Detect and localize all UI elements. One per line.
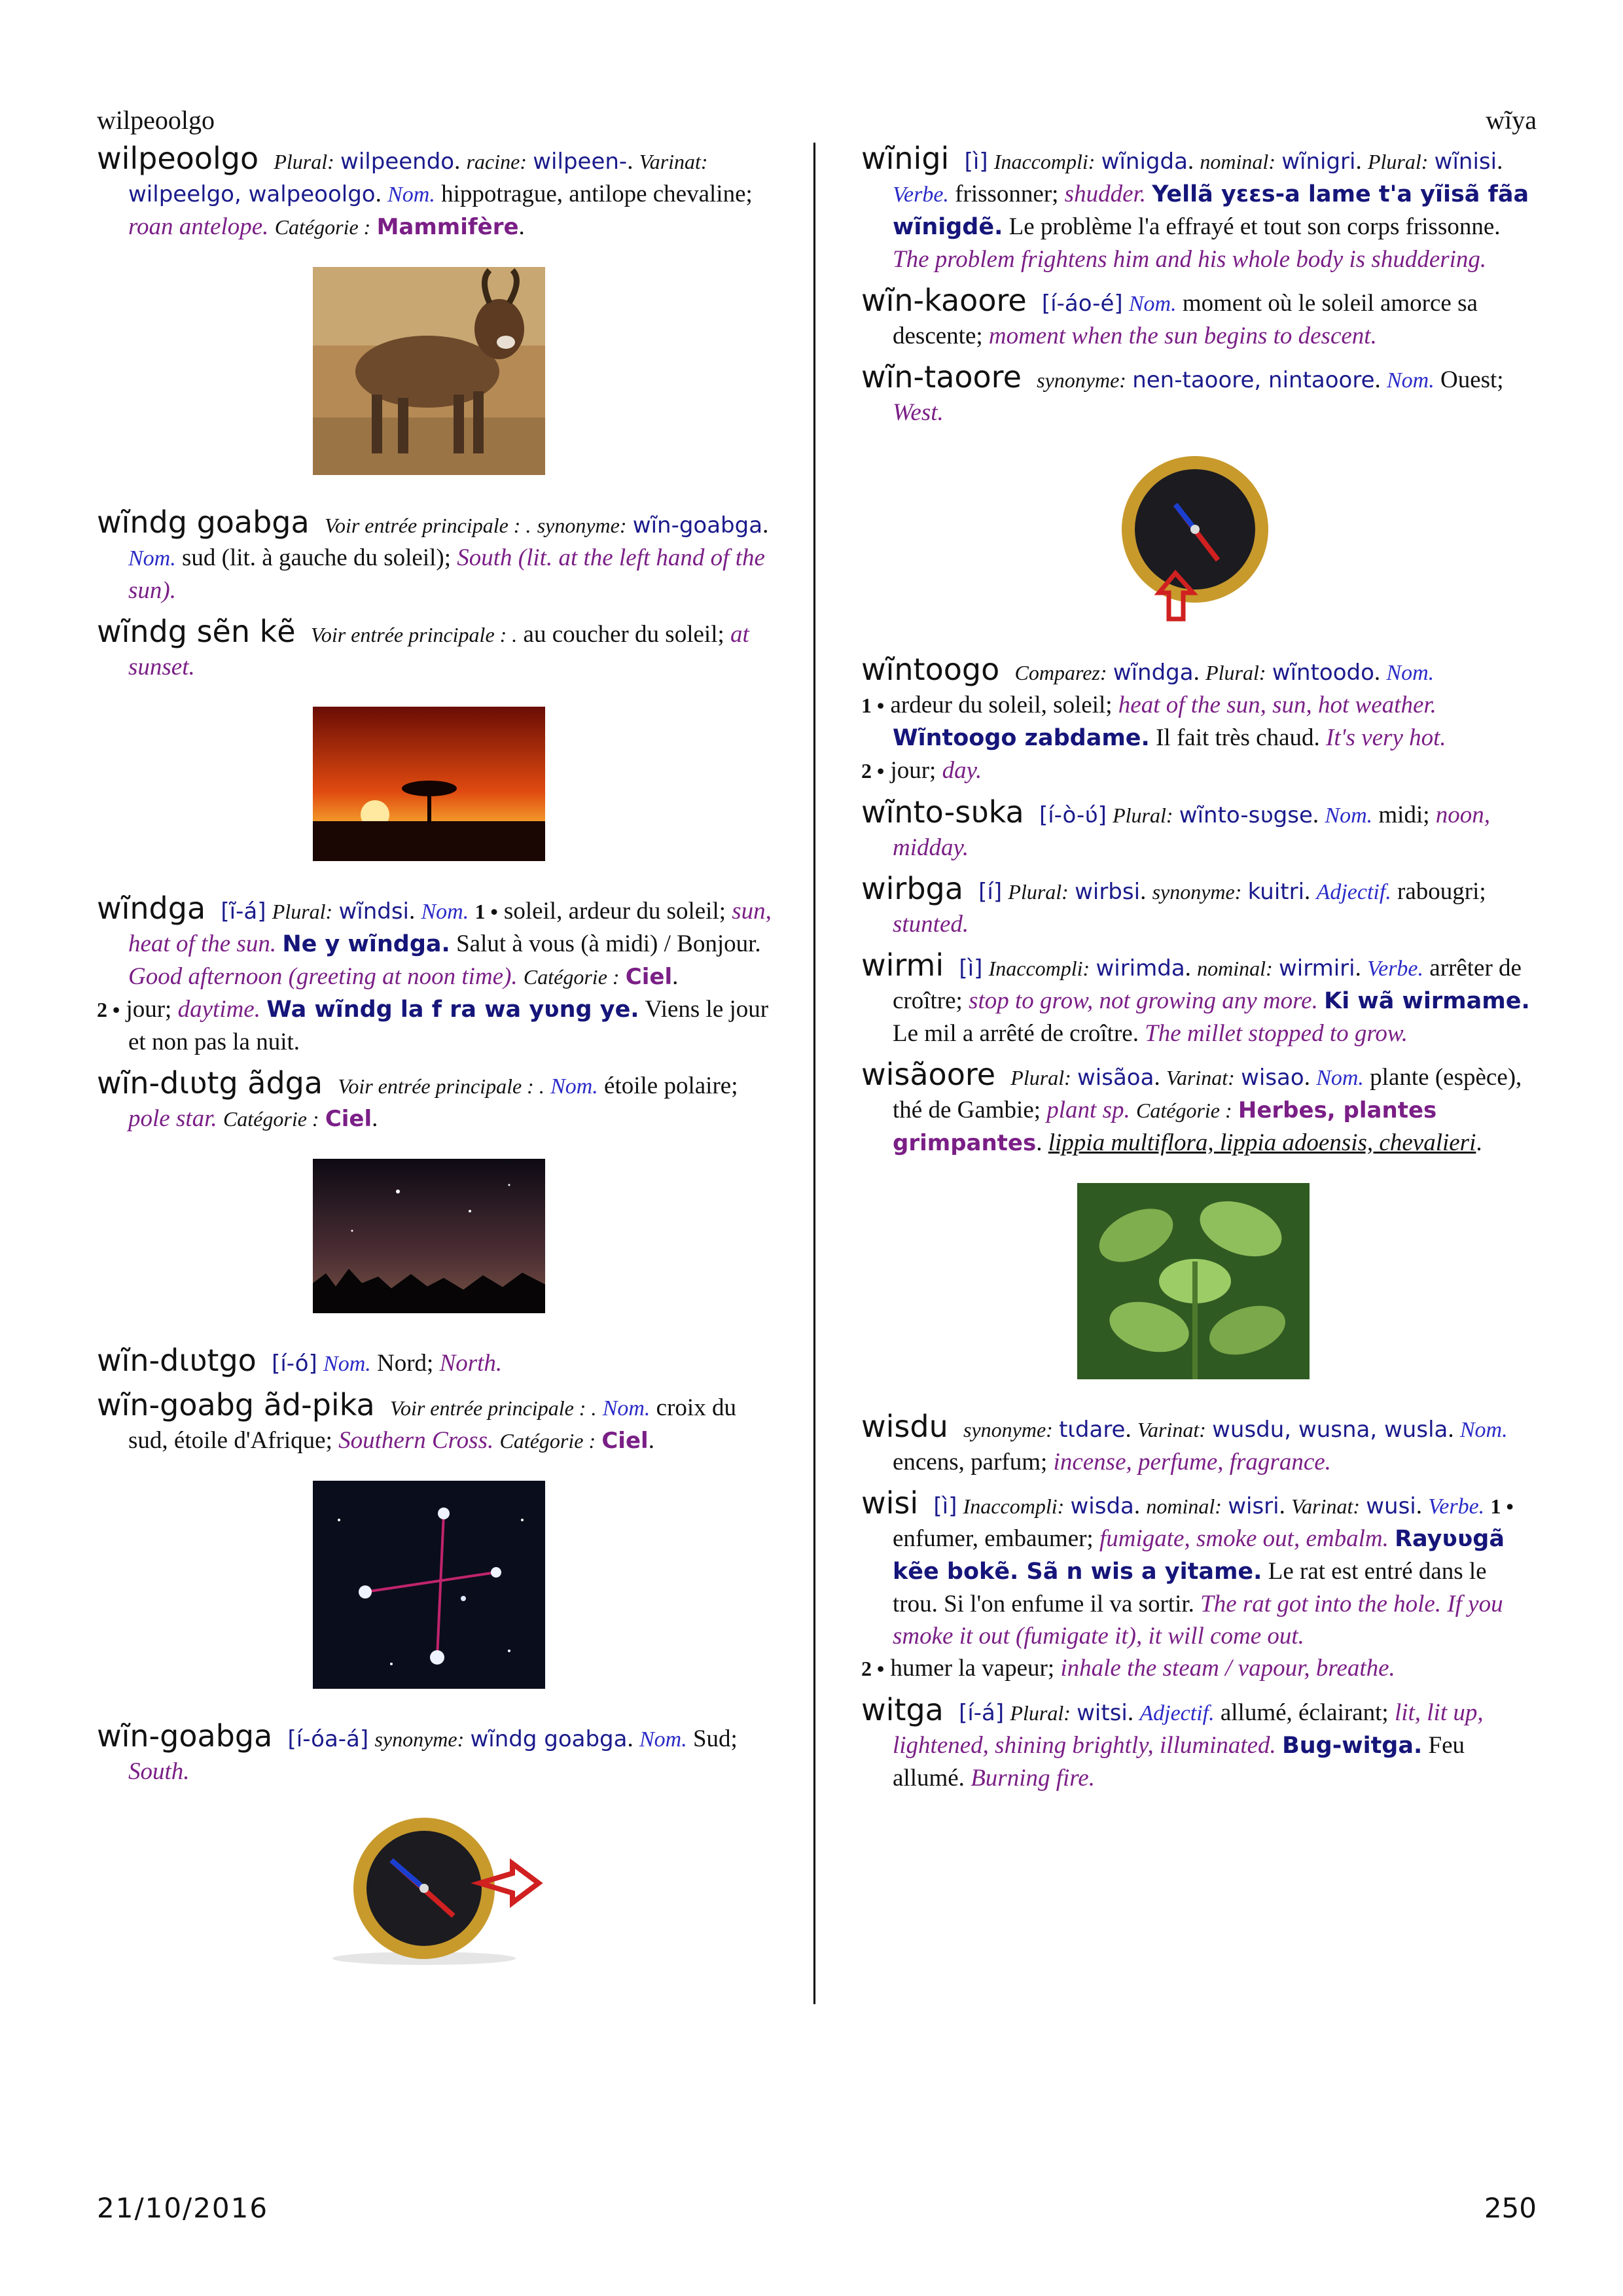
entry-win-goabga: wĩn-goabga [í-óa-á] synonyme: wĩndg goab… <box>97 1718 738 1786</box>
headword: wĩn-dɩʋtg ãdga <box>97 1065 323 1101</box>
compass-west-photo <box>1077 452 1310 622</box>
entry-win-taoore: wĩn-taoore synonyme: nen-taoore, nintaoo… <box>861 359 1504 427</box>
entry-winigi: wĩnigi [ì] Inaccompli: wĩnigda. nominal:… <box>861 141 1529 274</box>
night-sky-photo <box>313 1159 545 1313</box>
headword: wĩn-goabg ãd-pika <box>97 1387 375 1422</box>
running-header-right: wĩya <box>1486 105 1537 135</box>
sunset-photo <box>313 707 545 861</box>
entry-windga: wĩndga [ĩ-á] Plural: wĩndsi. Nom. 1 • so… <box>97 891 772 1056</box>
entry-windg-goabga: wĩndg goabga Voir entrée principale : . … <box>97 504 769 605</box>
headword: wirmi <box>861 947 944 983</box>
entry-win-kaoore: wĩn-kaoore [í-áo-é] Nom. moment où le so… <box>861 283 1478 350</box>
headword: wĩntoogo <box>861 652 1000 687</box>
headword: wĩn-taoore <box>861 359 1022 395</box>
headword: wisãoore <box>861 1057 996 1092</box>
headword: wĩndg goabga <box>97 504 310 540</box>
entry-wintoogo: wĩntoogo Comparez: wĩndga. Plural: wĩnto… <box>861 652 1446 785</box>
right-column: wĩnigi [ì] Inaccompli: wĩnigda. nominal:… <box>861 143 1535 1803</box>
running-header-left: wilpeoolgo <box>97 105 215 135</box>
entry-wisaoore: wisãoore Plural: wisãoa. Varinat: wisao.… <box>861 1057 1522 1157</box>
entry-wilpeoolgo: wilpeoolgo Plural: wilpeendo. racine: wi… <box>97 141 753 241</box>
headword: wilpeoolgo <box>97 141 259 176</box>
entry-wirmi: wirmi [ì] Inaccompli: wirimda. nominal: … <box>861 947 1530 1048</box>
headword: wĩndg sẽn kẽ <box>97 614 296 649</box>
footer-date: 21/10/2016 <box>97 2192 269 2224</box>
headword: wĩndga <box>97 891 206 926</box>
entry-wisdu: wisdu synonyme: tɩdare. Varinat: wusdu, … <box>861 1409 1508 1476</box>
left-column: wilpeoolgo Plural: wilpeendo. racine: wi… <box>97 143 777 1997</box>
page-number: 250 <box>1484 2192 1537 2224</box>
entry-wirbga: wirbga [í] Plural: wirbsi. synonyme: kui… <box>861 871 1486 938</box>
entry-win-goabg-ad-pika: wĩn-goabg ãd-pika Voir entrée principale… <box>97 1387 736 1455</box>
headword: witga <box>861 1692 944 1727</box>
headword: wisdu <box>861 1409 948 1444</box>
entry-wisi: wisi [ì] Inaccompli: wisda. nominal: wis… <box>861 1485 1514 1682</box>
entry-windg-sen-ke: wĩndg sẽn kẽ Voir entrée principale : . … <box>97 614 749 681</box>
compass-photo <box>313 1811 545 1966</box>
headword: wĩnto-sʋka <box>861 794 1024 830</box>
headword: wĩn-kaoore <box>861 283 1027 318</box>
entry-win-diutg-adga: wĩn-dɩʋtg ãdga Voir entrée principale : … <box>97 1065 738 1133</box>
entry-win-diutgo: wĩn-dɩʋtgo [í-ó] Nom. Nord; North. <box>97 1343 503 1378</box>
antelope-photo <box>313 267 545 475</box>
headword: wĩn-dɩʋtgo <box>97 1343 257 1378</box>
headword: wĩnigi <box>861 141 950 176</box>
headword: wisi <box>861 1485 919 1521</box>
headword: wĩn-goabga <box>97 1718 273 1754</box>
column-divider <box>813 143 815 2004</box>
headword: wirbga <box>861 871 963 906</box>
entry-winto-suka: wĩnto-sʋka [í-ò-ʋ́] Plural: wĩnto-sʋgse.… <box>861 794 1491 862</box>
southern-cross-photo <box>313 1481 545 1689</box>
entry-witga: witga [í-á] Plural: witsi. Adjectif. all… <box>861 1692 1484 1792</box>
plant-photo <box>1077 1183 1310 1379</box>
